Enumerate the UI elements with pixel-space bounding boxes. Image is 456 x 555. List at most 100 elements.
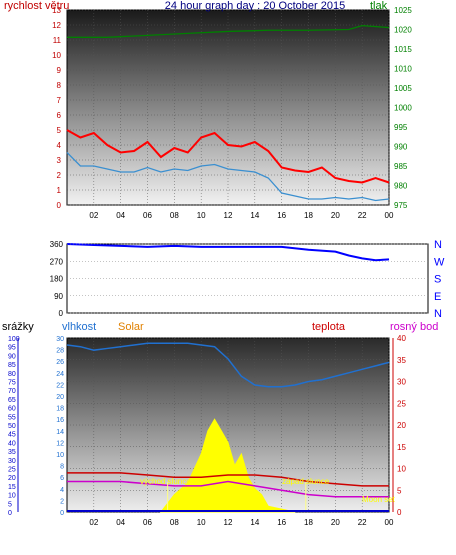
hour-tick-label: 04 [116,211,125,220]
hour-tick-label: 10 [197,211,206,220]
humidity-tick-label: 4 [60,487,64,494]
temperature-tick-label: 10 [397,465,406,474]
humidity-tick-label: 6 [60,475,64,482]
rain-tick-label: 65 [8,397,16,404]
pressure-tick-label: 1025 [394,6,412,15]
wind-tick-label: 11 [53,36,62,45]
series-vlhkost [66,342,390,388]
wind-tick-label: 6 [57,111,62,120]
moon-set-label: Moon set [362,495,396,504]
rain-tick-label: 80 [8,371,16,378]
humidity-tick-label: 30 [56,336,64,343]
wind-tick-label: 0 [57,201,62,210]
pressure-tick-label: 1000 [394,104,412,113]
temperature-tick-label: 40 [397,334,406,343]
hour-tick-label: 18 [304,518,313,527]
pressure-tick-label: 1015 [394,45,412,54]
wind-tick-label: 12 [52,21,61,30]
pressure-tick-label: 1020 [394,26,412,35]
solar-label: Solar [118,321,144,333]
hour-tick-label: 16 [277,211,286,220]
temperature-tick-label: 30 [397,378,406,387]
compass-label: S [434,274,441,286]
temperature-tick-label: 25 [397,399,406,408]
rain-tick-label: 30 [8,458,16,465]
pressure-tick-label: 975 [394,201,408,210]
direction-series [66,243,390,262]
wind-speed-label: rychlost větru [4,0,69,12]
series-rosný bod [67,480,389,498]
direction-tick-label: 180 [50,275,64,284]
rain-tick-label: 35 [8,449,16,456]
wind-tick-label: 9 [57,66,62,75]
hour-tick-label: 08 [170,211,179,220]
direction-tick-label: 90 [54,292,63,301]
pressure-tick-label: 990 [394,143,408,152]
hour-tick-label: 18 [304,211,313,220]
temperature-tick-label: 0 [397,508,402,517]
rain-tick-label: 45 [8,432,16,439]
rain-tick-label: 0 [8,510,12,517]
direction-tick-label: 270 [50,257,64,266]
temperature-tick-label: 20 [397,421,406,430]
hour-tick-label: 20 [331,211,340,220]
wind-tick-label: 7 [57,96,62,105]
rain-tick-label: 95 [8,345,16,352]
temperature-tick-label: 15 [397,443,406,452]
humidity-tick-label: 24 [56,371,64,378]
temperature-tick-label: 35 [397,356,406,365]
pressure-tick-label: 1010 [394,65,412,74]
series-teplota [67,472,389,487]
hour-tick-label: 12 [224,518,233,527]
pressure-tick-label: 995 [394,123,408,132]
rain-tick-label: 90 [8,353,16,360]
rain-tick-label: 85 [8,362,16,369]
rain-tick-label: 5 [8,501,12,508]
humidity-tick-label: 14 [56,429,64,436]
wind-average-series [66,152,390,202]
pressure-label: tlak [370,0,388,12]
hour-tick-label: 10 [197,518,206,527]
wind-tick-label: 2 [57,171,62,180]
hour-tick-label: 12 [224,211,233,220]
humidity-tick-label: 10 [56,452,64,459]
wind-gust-series [66,129,390,184]
rain-tick-label: 100 [8,336,20,343]
wind-tick-label: 5 [57,126,62,135]
wind-tick-label: 4 [57,141,62,150]
hour-tick-label: 06 [143,518,152,527]
chart-title: 24 hour graph day : 20 October 2015 [165,0,345,12]
pressure-tick-label: 985 [394,162,408,171]
solar-series [159,418,296,513]
wind-pressure-series [67,24,390,38]
hour-tick-label: 08 [170,518,179,527]
rain-tick-label: 75 [8,380,16,387]
rain-tick-label: 25 [8,467,16,474]
wind-tick-label: 13 [52,6,61,15]
rain-label: srážky [2,321,34,333]
dewpoint-label: rosný bod [390,321,438,333]
wind-tick-label: 10 [52,51,61,60]
compass-label: E [434,291,441,303]
humidity-tick-label: 8 [60,464,64,471]
wind-tick-label: 1 [57,186,62,195]
humidity-tick-label: 18 [56,406,64,413]
hour-tick-label: 00 [385,518,394,527]
rain-tick-label: 70 [8,388,16,395]
hour-tick-label: 00 [385,211,394,220]
direction-tick-label: 360 [50,240,64,249]
pressure-tick-label: 980 [394,182,408,191]
direction-tick-label: 0 [59,309,64,318]
sunset-label: západ slunce [282,477,330,486]
sunrise-label: východ slunce [140,477,191,486]
temperature-tick-label: 5 [397,486,402,495]
hour-tick-label: 06 [143,211,152,220]
hour-tick-label: 22 [358,211,367,220]
humidity-tick-label: 20 [56,394,64,401]
compass-label: N [434,239,442,251]
hour-tick-label: 14 [250,211,259,220]
hour-tick-label: 16 [277,518,286,527]
humidity-tick-label: 12 [56,440,64,447]
